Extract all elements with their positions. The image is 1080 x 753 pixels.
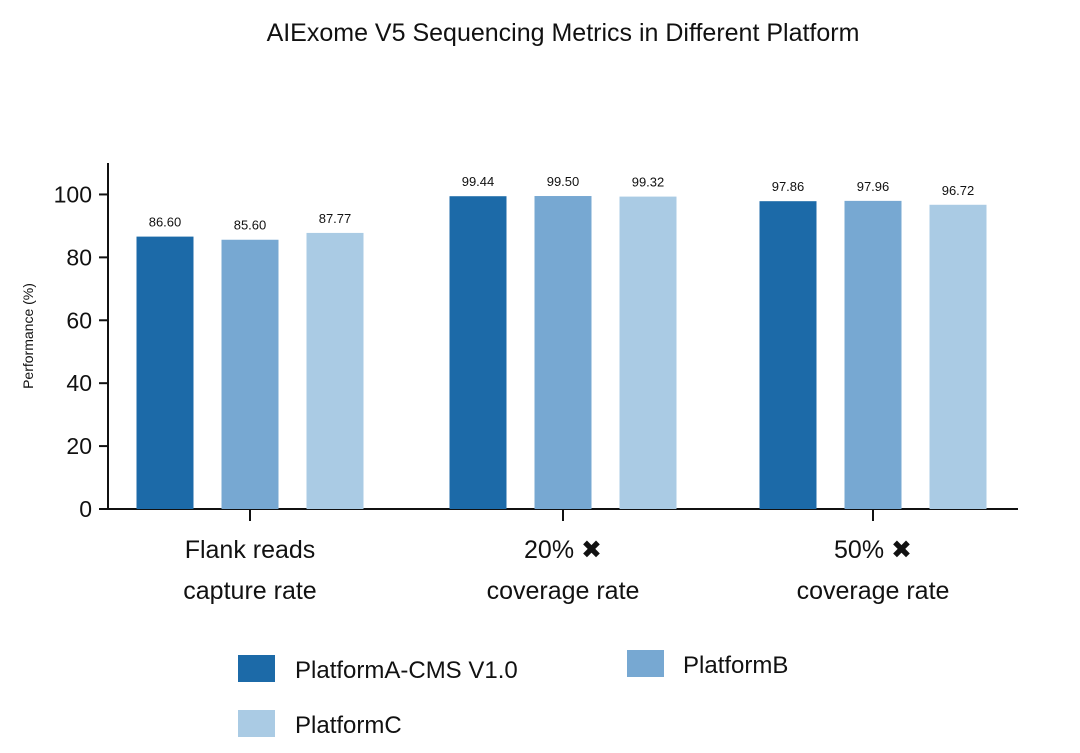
y-tick-label: 80	[66, 244, 92, 270]
bar-3-3	[929, 204, 987, 509]
y-tick-label: 0	[79, 496, 92, 522]
data-label: 96.72	[942, 183, 975, 198]
bar-2-2	[534, 196, 592, 509]
x-category-label: coverage rate	[797, 577, 950, 605]
y-tick-label: 20	[66, 433, 92, 459]
legend-swatch-1	[238, 655, 275, 682]
chart-title: AIExome V5 Sequencing Metrics in Differe…	[267, 19, 860, 47]
bar-1-1	[136, 236, 194, 509]
legend-label-1: PlatformA-CMS V1.0	[295, 657, 518, 684]
bar-2-1	[221, 239, 279, 509]
data-label: 97.96	[857, 179, 890, 194]
data-label: 99.50	[547, 174, 580, 189]
legend-label-3: PlatformC	[295, 712, 402, 739]
legend-swatch-3	[238, 710, 275, 737]
bar-1-2	[449, 196, 507, 509]
bar-1-3	[759, 201, 817, 509]
y-tick-label: 100	[54, 181, 92, 207]
bar-3-1	[306, 232, 364, 509]
category-labels: Flank reads capture rate 20% ✖ coverage rat…	[183, 509, 949, 605]
legend-label-2: PlatformB	[683, 652, 788, 679]
legend: PlatformA-CMS V1.0 PlatformB PlatformC	[238, 650, 788, 739]
x-category-label: coverage rate	[487, 577, 640, 605]
bars: 86.60 99.44 97.86 85.60 99.50 97.96 87.77 99.32…	[136, 174, 987, 510]
x-category-label: Flank reads	[185, 536, 316, 564]
data-label: 99.32	[632, 175, 665, 190]
y-tick-label: 40	[66, 370, 92, 396]
data-label: 99.44	[462, 174, 495, 189]
x-category-label: 50% ✖	[834, 536, 912, 564]
data-label: 87.77	[319, 211, 352, 226]
x-category-label: 20% ✖	[524, 536, 602, 564]
x-category-label: capture rate	[183, 577, 316, 605]
y-axis-label: Performance (%)	[20, 283, 36, 389]
bar-3-2	[619, 196, 677, 510]
bar-2-3	[844, 200, 902, 509]
legend-swatch-2	[627, 650, 664, 677]
data-label: 85.60	[234, 218, 267, 233]
data-label: 97.86	[772, 179, 805, 194]
data-label: 86.60	[149, 215, 182, 230]
y-tick-label: 60	[66, 307, 92, 333]
